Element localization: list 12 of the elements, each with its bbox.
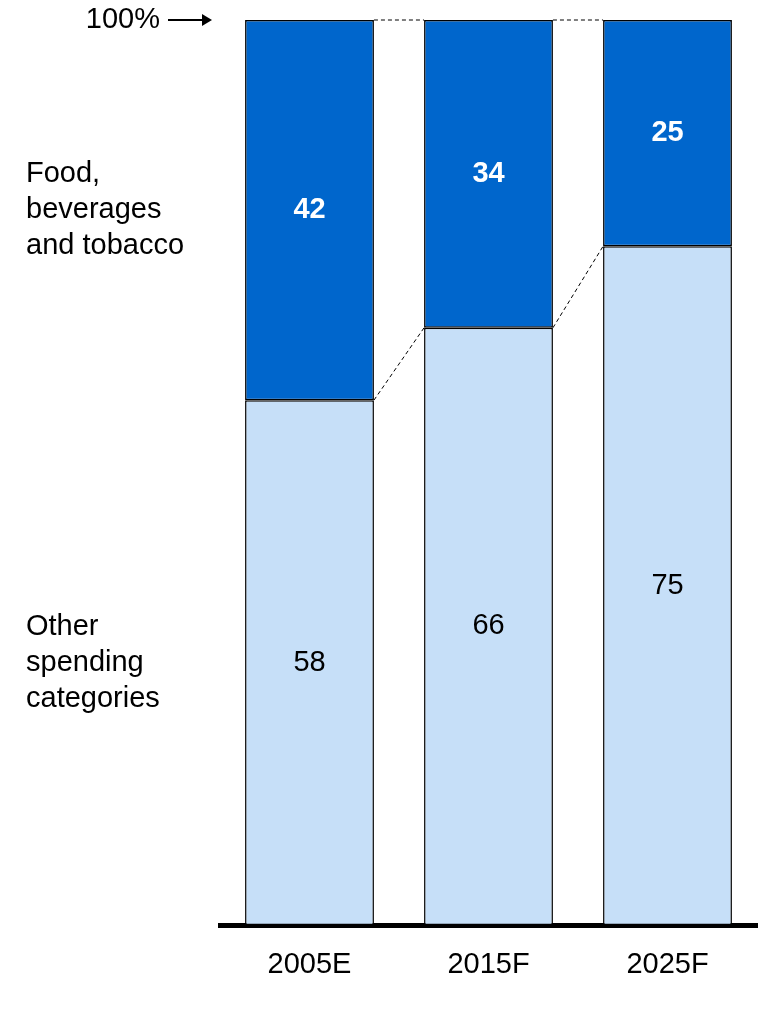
- x-tick-label: 2005E: [267, 946, 352, 979]
- data-label: 34: [472, 155, 505, 188]
- data-label: 66: [472, 608, 505, 641]
- x-tick-label: 2015F: [447, 946, 530, 979]
- data-label: 25: [651, 115, 684, 148]
- data-label: 42: [293, 192, 326, 225]
- text: Other spending categories: [26, 608, 160, 713]
- x-tick-label: 2025F: [626, 946, 709, 979]
- text: Food, beverages and tobacco: [26, 156, 185, 261]
- data-label: 75: [651, 567, 684, 600]
- data-label: 58: [293, 644, 326, 677]
- text: 100%: [85, 2, 160, 34]
